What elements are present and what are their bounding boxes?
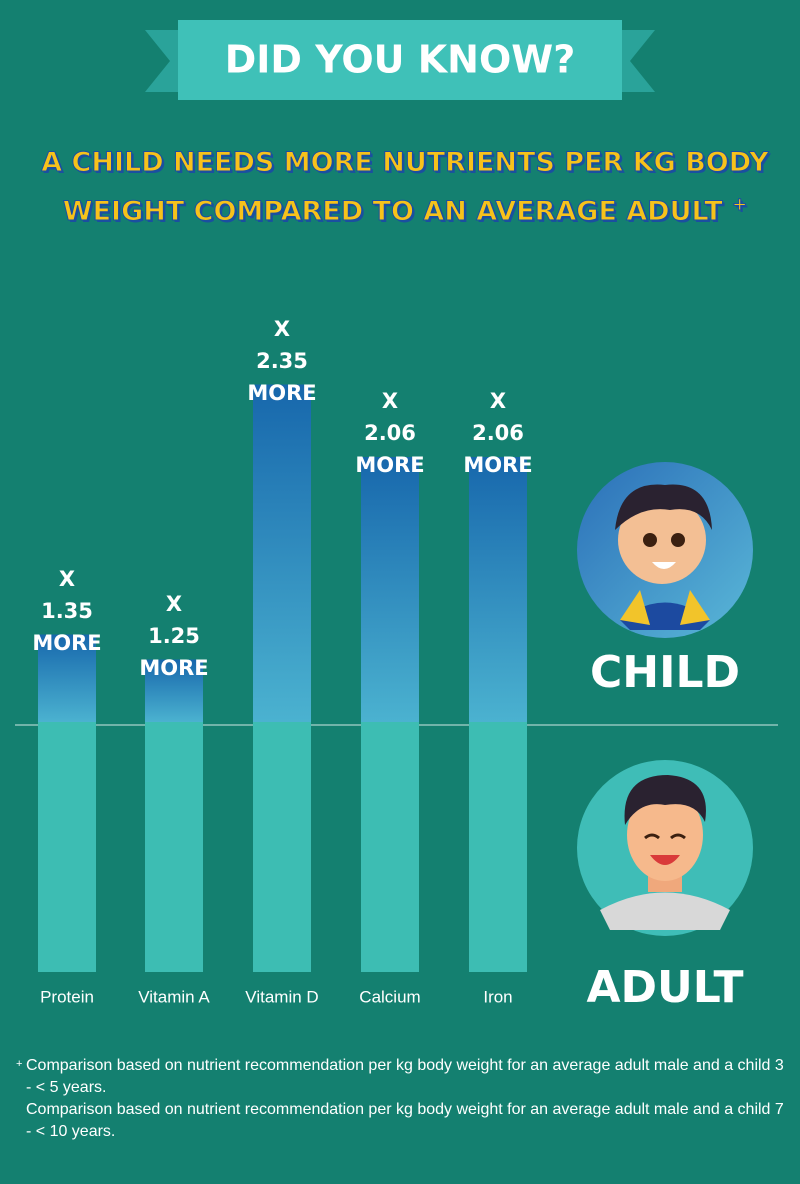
bar-child-part <box>469 457 527 722</box>
x-tick-label: Protein <box>40 987 94 1006</box>
adult-label: ADULT <box>586 962 743 1013</box>
bar-child-part <box>253 384 311 722</box>
x-tick-label: Vitamin A <box>138 987 210 1006</box>
footnote-text: Comparison based on nutrient recommendat… <box>26 1101 784 1140</box>
bar-child-part <box>361 457 419 722</box>
subtitle-box: A CHILD NEEDS MORE NUTRIENTS PER KG BODY… <box>40 142 770 233</box>
footnote: + Comparison based on nutrient recommend… <box>16 1055 786 1143</box>
x-tick-label: Calcium <box>359 987 420 1006</box>
value-label: X 2.35 MORE <box>247 316 317 405</box>
value-label: X 2.06 MORE <box>355 389 425 477</box>
footnote-text: Comparison based on nutrient recommendat… <box>26 1057 784 1096</box>
value-label: X 1.35 MORE <box>32 566 102 655</box>
title: DID YOU KNOW? <box>225 38 576 82</box>
ribbon <box>178 20 622 100</box>
bar-child-part <box>38 634 96 722</box>
value-label: X 2.06 MORE <box>463 389 533 477</box>
bar-child-part <box>145 659 203 722</box>
subtitle-mark: + <box>732 194 748 216</box>
footnote-mark: + <box>16 1058 23 1070</box>
x-tick-label: Vitamin D <box>245 987 318 1006</box>
value-label: X 1.25 MORE <box>139 591 209 680</box>
subtitle: A CHILD NEEDS MORE NUTRIENTS PER KG BODY… <box>41 147 769 228</box>
child-label: CHILD <box>590 647 740 698</box>
adult-avatar <box>577 760 753 936</box>
child-avatar <box>577 462 753 638</box>
x-tick-label: Iron <box>483 987 512 1006</box>
